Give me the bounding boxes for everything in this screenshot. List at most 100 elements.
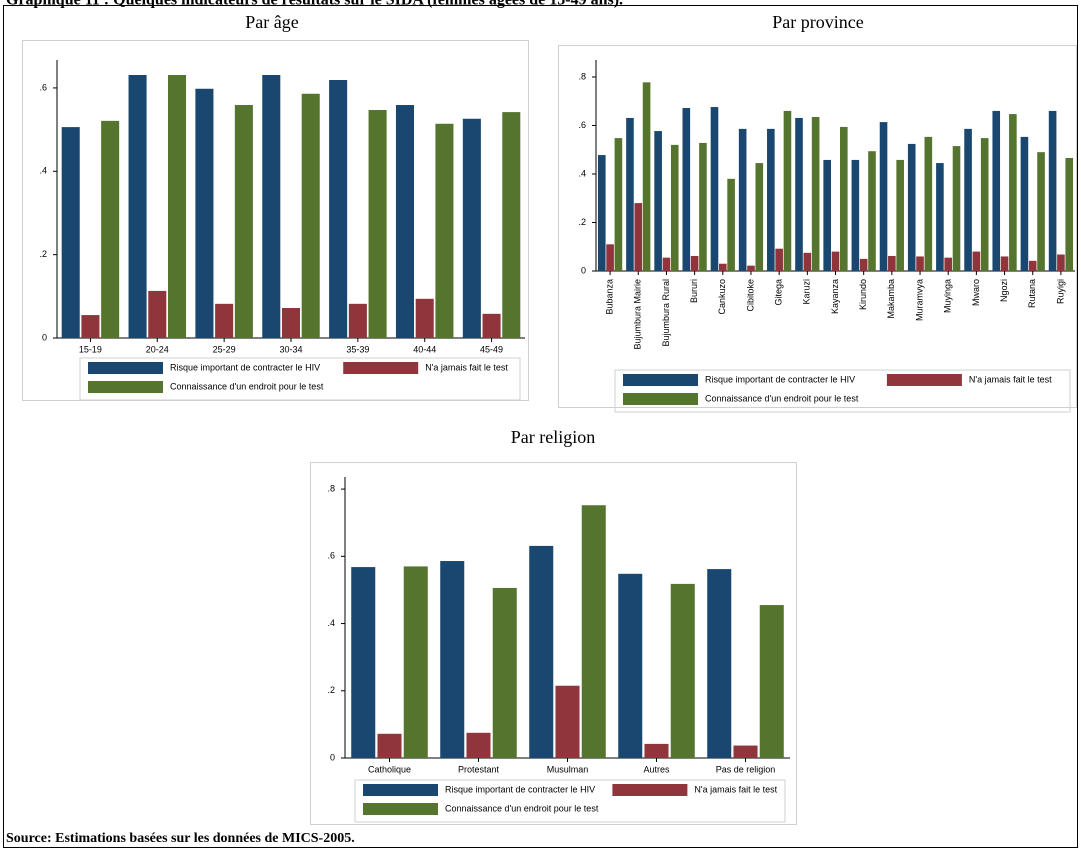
bar — [1037, 152, 1045, 271]
bar — [281, 307, 301, 338]
legend-swatch — [88, 381, 163, 393]
panel-title: Par âge — [245, 12, 298, 32]
bar — [262, 75, 281, 338]
y-tick-label: 0 — [330, 752, 335, 762]
bar — [859, 258, 868, 271]
bar — [61, 127, 80, 338]
legend-swatch — [343, 362, 419, 374]
x-tick-label: Cankuzo — [717, 279, 727, 315]
panel-frame — [310, 462, 797, 825]
legend-label: Risque important de contracter le HIV — [170, 362, 320, 372]
bar — [707, 569, 732, 758]
bar — [606, 244, 614, 271]
bar — [851, 159, 860, 271]
bar — [642, 82, 651, 271]
legend-label: Risque important de contracter le HIV — [705, 374, 855, 384]
x-tick-label: Muyinga — [943, 279, 953, 313]
bar — [952, 146, 961, 271]
bar — [699, 142, 707, 271]
bar — [101, 120, 120, 338]
legend-swatch — [363, 803, 438, 815]
page-title: Graphique 11 : Quelques indicateurs de r… — [6, 0, 623, 9]
legend-swatch — [623, 374, 698, 386]
y-tick-label: .6 — [578, 120, 586, 130]
x-tick-label: 35-39 — [346, 344, 369, 354]
legend-swatch — [886, 374, 962, 386]
x-tick-label: Gitega — [774, 279, 784, 306]
bar — [555, 685, 580, 758]
bar — [795, 117, 803, 271]
bar — [415, 298, 434, 338]
legend-label: N'a jamais fait le test — [425, 362, 508, 372]
x-tick-label: Catholique — [368, 764, 411, 774]
bar — [944, 257, 953, 271]
bar — [626, 117, 634, 271]
legend-frame — [354, 779, 786, 823]
bar — [662, 257, 671, 271]
bar — [614, 138, 623, 271]
bar — [1048, 110, 1057, 272]
x-tick-label: Autres — [643, 764, 670, 774]
legend-label: Connaissance d'un endroit pour le test — [705, 393, 859, 403]
y-tick-label: .6 — [327, 551, 335, 561]
y-tick-label: .2 — [327, 685, 335, 695]
x-tick-label: Bubanza — [604, 279, 614, 315]
legend-label: Risque important de contracter le HIV — [445, 784, 595, 794]
x-tick-label: Bururi — [689, 279, 699, 303]
bar — [907, 143, 916, 271]
bar — [727, 178, 735, 271]
bar — [351, 567, 376, 758]
bar — [783, 110, 792, 272]
bar — [775, 248, 783, 271]
x-tick-label: 45-49 — [480, 344, 503, 354]
bar — [811, 116, 820, 271]
bar — [888, 255, 896, 271]
bar — [733, 745, 758, 758]
panel-title: Par province — [772, 12, 863, 32]
x-tick-label: Rutana — [1027, 279, 1037, 308]
bar — [755, 163, 764, 271]
bar — [823, 159, 831, 271]
bar — [670, 144, 679, 271]
x-tick-label: Kirundo — [858, 279, 868, 310]
x-tick-label: Kayanza — [830, 279, 840, 314]
bar — [803, 252, 812, 271]
bar — [972, 251, 981, 271]
x-tick-label: 30-34 — [279, 344, 302, 354]
bar — [368, 110, 387, 339]
y-tick-label: .4 — [327, 618, 335, 628]
bar — [879, 122, 888, 271]
y-tick-label: .6 — [39, 82, 47, 92]
x-tick-label: 25-29 — [213, 344, 236, 354]
y-tick-label: .2 — [39, 249, 47, 259]
bar — [301, 93, 320, 338]
y-tick-label: .2 — [578, 217, 586, 227]
bar — [403, 566, 428, 758]
bar — [195, 88, 214, 338]
y-tick-label: .8 — [578, 71, 586, 81]
bar — [868, 151, 876, 271]
bar — [435, 123, 454, 339]
legend-swatch — [363, 784, 438, 796]
bar — [992, 110, 1001, 272]
bar — [492, 587, 517, 758]
x-tick-label: Protestant — [458, 764, 500, 774]
bar — [896, 159, 904, 271]
x-tick-label: Bujumbura Mairie — [633, 279, 643, 350]
bar — [482, 313, 501, 338]
bar — [690, 255, 699, 271]
bar — [767, 128, 775, 271]
x-tick-label: Mwaro — [971, 279, 981, 306]
x-tick-label: 20-24 — [146, 344, 169, 354]
x-tick-label: Bujumbura Rural — [661, 279, 671, 347]
bar — [840, 126, 848, 271]
bar — [462, 118, 481, 339]
bar — [718, 263, 727, 271]
bar — [348, 303, 367, 338]
x-tick-label: 15-19 — [79, 344, 102, 354]
x-tick-label: Ruyigi — [1055, 279, 1065, 304]
bar — [980, 138, 989, 271]
bar — [738, 128, 747, 271]
bar — [81, 315, 100, 338]
legend-label: N'a jamais fait le test — [969, 374, 1052, 384]
